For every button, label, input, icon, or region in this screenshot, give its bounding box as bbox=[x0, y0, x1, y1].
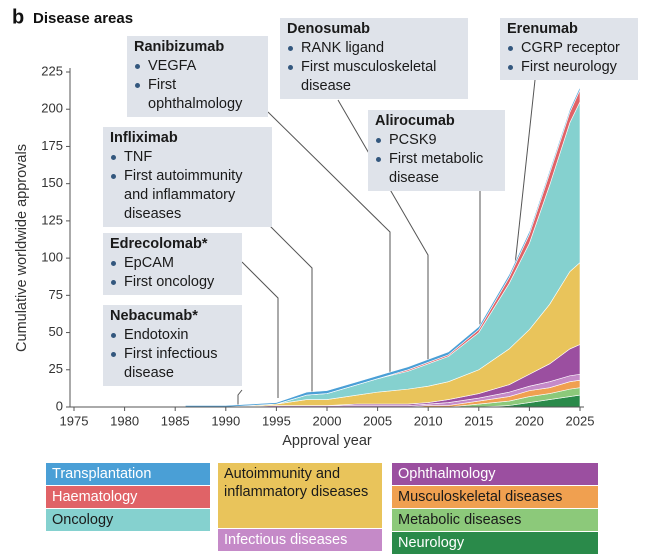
annotation-bullet: First autoimmunity and inflammatory dise… bbox=[110, 167, 265, 224]
y-tick-label: 100 bbox=[41, 250, 63, 265]
x-tick-label: 1985 bbox=[161, 413, 190, 428]
leader-line bbox=[257, 213, 313, 392]
x-tick-label: 2020 bbox=[515, 413, 544, 428]
annotation-title: Erenumab bbox=[507, 21, 578, 37]
x-tick-label: 1975 bbox=[60, 413, 89, 428]
legend-item: Oncology bbox=[46, 509, 210, 531]
annotation-bullet: CGRP receptor bbox=[507, 39, 631, 58]
y-tick-label: 50 bbox=[49, 324, 63, 339]
areas bbox=[185, 86, 581, 408]
y-tick-label: 225 bbox=[41, 63, 63, 78]
legend-item: Musculoskeletal diseases bbox=[392, 486, 598, 508]
x-tick-label: 2010 bbox=[414, 413, 443, 428]
legend-item: Metabolic diseases bbox=[392, 509, 598, 531]
y-tick-label: 25 bbox=[49, 361, 63, 376]
annotation-box: Denosumab RANK ligand First musculoskeleta… bbox=[280, 18, 468, 99]
legend-item: Neurology bbox=[392, 532, 598, 554]
annotation-title: Nebacumab* bbox=[110, 308, 198, 324]
annotation-bullet: Endotoxin bbox=[110, 326, 235, 345]
annotation-title: Infliximab bbox=[110, 130, 178, 146]
annotation-bullet: First metabolic disease bbox=[375, 150, 498, 188]
annotation-box: Ranibizumab VEGFA First ophthalmology bbox=[127, 36, 268, 117]
y-tick-label: 150 bbox=[41, 175, 63, 190]
panel-label: b bbox=[12, 6, 24, 28]
annotation-bullet: First musculoskeletal disease bbox=[287, 58, 461, 96]
x-tick-label: 2005 bbox=[363, 413, 392, 428]
y-tick-label: 75 bbox=[49, 287, 63, 302]
legend-item: Haematology bbox=[46, 486, 210, 508]
annotation-bullet: EpCAM bbox=[110, 254, 235, 273]
annotation-bullet: PCSK9 bbox=[375, 131, 498, 150]
legend-item: Autoimmunity and inflammatory diseases bbox=[218, 463, 382, 528]
annotation-bullet: First oncology bbox=[110, 273, 235, 292]
legend-item: Infectious diseases bbox=[218, 529, 382, 551]
legend-item: Ophthalmology bbox=[392, 463, 598, 485]
annotation-bullet: First neurology bbox=[507, 58, 631, 77]
x-tick-label: 1995 bbox=[262, 413, 291, 428]
annotation-title: Ranibizumab bbox=[134, 39, 225, 55]
y-axis-label: Cumulative worldwide approvals bbox=[14, 144, 30, 352]
annotation-bullet: TNF bbox=[110, 148, 265, 167]
x-tick-label: 2025 bbox=[566, 413, 595, 428]
annotation-box: Edrecolomab* EpCAM First oncology bbox=[103, 233, 242, 295]
y-tick-label: 200 bbox=[41, 101, 63, 116]
annotation-bullet: First ophthalmology bbox=[134, 76, 261, 114]
y-tick-label: 125 bbox=[41, 212, 63, 227]
y-tick-label: 0 bbox=[56, 398, 63, 413]
leader-line bbox=[241, 261, 279, 398]
annotation-box: Erenumab CGRP receptor First neurology bbox=[500, 18, 638, 80]
annotation-box: Infliximab TNF First autoimmunity and infl… bbox=[103, 127, 272, 227]
y-tick-label: 175 bbox=[41, 138, 63, 153]
leader-lines bbox=[237, 79, 536, 405]
annotation-title: Alirocumab bbox=[375, 113, 455, 129]
legend-item: Transplantation bbox=[46, 463, 210, 485]
annotation-bullet: First infectious disease bbox=[110, 345, 235, 383]
annotation-box: Nebacumab* Endotoxin First infectious dise… bbox=[103, 305, 242, 386]
x-tick-label: 2015 bbox=[464, 413, 493, 428]
annotation-title: Edrecolomab* bbox=[110, 236, 208, 252]
leader-line bbox=[237, 389, 243, 405]
annotation-box: Alirocumab PCSK9 First metabolic disease bbox=[368, 110, 505, 191]
annotation-bullet: RANK ligand bbox=[287, 39, 461, 58]
x-tick-label: 1980 bbox=[110, 413, 139, 428]
x-tick-label: 2000 bbox=[313, 413, 342, 428]
x-axis-label: Approval year bbox=[282, 433, 372, 449]
chart-title: Disease areas bbox=[33, 10, 133, 27]
area bbox=[185, 86, 581, 408]
annotation-bullet: VEGFA bbox=[134, 57, 261, 76]
leader-line bbox=[267, 111, 391, 372]
leader-line bbox=[514, 79, 536, 266]
annotation-title: Denosumab bbox=[287, 21, 370, 37]
x-tick-label: 1990 bbox=[211, 413, 240, 428]
